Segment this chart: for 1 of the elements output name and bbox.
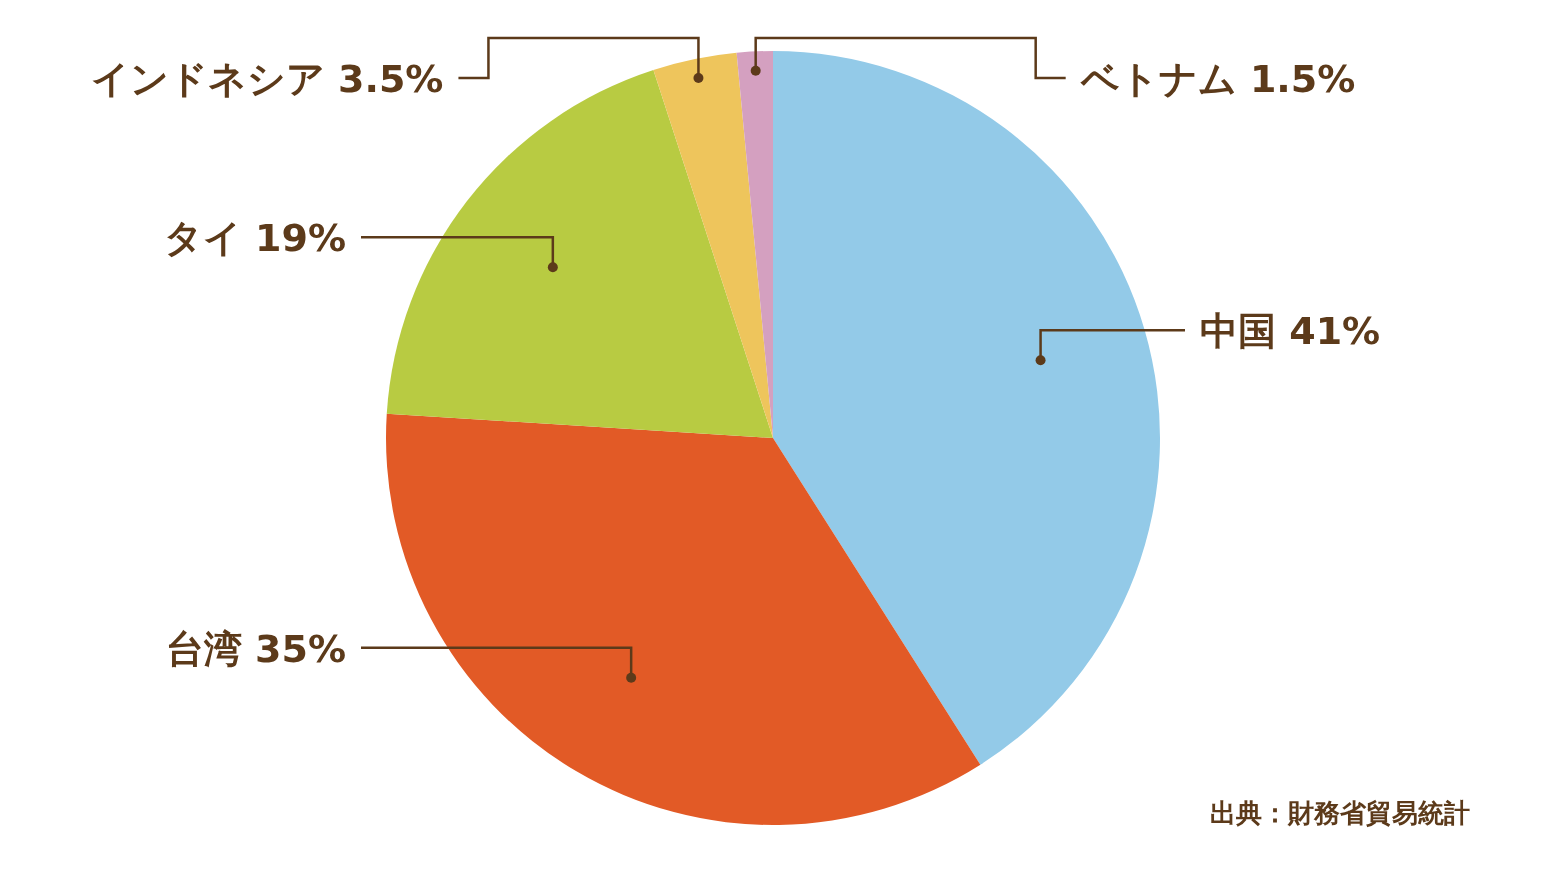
source-note: 出典：財務省貿易統計: [1210, 798, 1470, 828]
